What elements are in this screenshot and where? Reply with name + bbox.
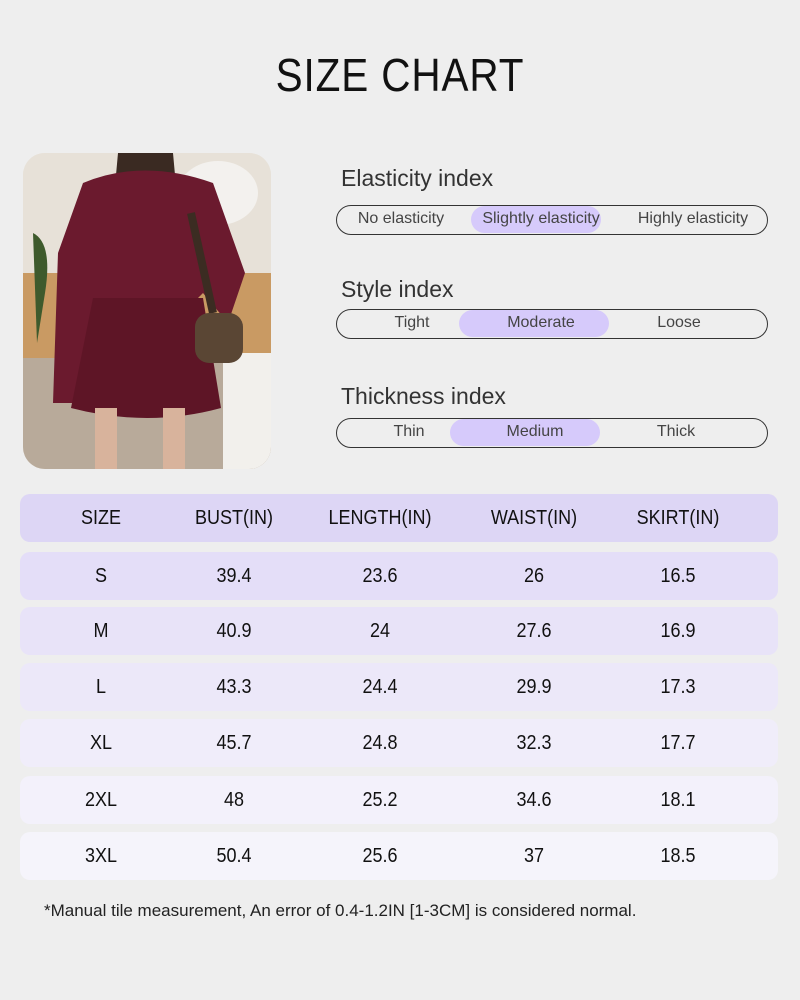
style-selected-highlight bbox=[459, 310, 609, 337]
thickness-selected-highlight bbox=[450, 419, 600, 446]
thickness-option: Thin bbox=[393, 423, 425, 440]
measurement-cell: 25.6 bbox=[362, 845, 398, 867]
measurement-cell: 27.6 bbox=[516, 620, 552, 642]
header-cell: SIZE bbox=[80, 507, 122, 529]
header-cell: LENGTH(IN) bbox=[328, 507, 432, 529]
size-cell: 3XL bbox=[84, 845, 118, 867]
table-row: 3XL 50.4 25.6 37 18.5 bbox=[20, 832, 778, 880]
size-cell: S bbox=[94, 565, 108, 587]
measurement-cell: 50.4 bbox=[216, 845, 252, 867]
measurement-cell: 18.5 bbox=[660, 845, 696, 867]
elasticity-selected-highlight bbox=[471, 206, 601, 233]
page-title: SIZE CHART bbox=[275, 49, 525, 101]
table-row: S 39.4 23.6 26 16.5 bbox=[20, 552, 778, 600]
thickness-option: Thick bbox=[656, 423, 696, 440]
elasticity-index-scale: No elasticity Slightly elasticity Highly… bbox=[336, 205, 768, 235]
measurement-cell: 17.3 bbox=[660, 676, 696, 698]
measurement-cell: 23.6 bbox=[362, 565, 398, 587]
elasticity-option: Highly elasticity bbox=[637, 210, 749, 227]
size-cell: L bbox=[95, 676, 107, 698]
elasticity-index-title: Elasticity index bbox=[341, 165, 494, 191]
table-row: XL 45.7 24.8 32.3 17.7 bbox=[20, 719, 778, 767]
measurement-cell: 48 bbox=[223, 789, 245, 811]
measurement-cell: 43.3 bbox=[216, 676, 252, 698]
style-option: Tight bbox=[394, 314, 430, 331]
measurement-cell: 29.9 bbox=[516, 676, 552, 698]
thickness-index-scale: Thin Medium Thick bbox=[336, 418, 768, 448]
measurement-cell: 26 bbox=[523, 565, 545, 587]
measurement-note: *Manual tile measurement, An error of 0.… bbox=[44, 901, 637, 920]
table-row: L 43.3 24.4 29.9 17.3 bbox=[20, 663, 778, 711]
table-row: 2XL 48 25.2 34.6 18.1 bbox=[20, 776, 778, 824]
style-index-title: Style index bbox=[341, 276, 454, 302]
elasticity-option: No elasticity bbox=[357, 210, 445, 227]
header-cell: WAIST(IN) bbox=[490, 507, 578, 529]
header-cell: BUST(IN) bbox=[194, 507, 274, 529]
measurement-cell: 16.9 bbox=[660, 620, 696, 642]
measurement-cell: 39.4 bbox=[216, 565, 252, 587]
measurement-cell: 40.9 bbox=[216, 620, 252, 642]
measurement-cell: 24.4 bbox=[362, 676, 398, 698]
measurement-cell: 34.6 bbox=[516, 789, 552, 811]
measurement-cell: 16.5 bbox=[660, 565, 696, 587]
measurement-cell: 17.7 bbox=[660, 732, 696, 754]
measurement-cell: 18.1 bbox=[660, 789, 696, 811]
size-cell: M bbox=[93, 620, 109, 642]
elasticity-option-selected: Slightly elasticity bbox=[482, 210, 600, 227]
table-row: M 40.9 24 27.6 16.9 bbox=[20, 607, 778, 655]
thickness-option-selected: Medium bbox=[506, 423, 564, 440]
header-cell: SKIRT(IN) bbox=[636, 507, 720, 529]
measurement-cell: 24.8 bbox=[362, 732, 398, 754]
table-header-row: SIZE BUST(IN) LENGTH(IN) WAIST(IN) SKIRT… bbox=[20, 494, 778, 542]
product-photo bbox=[23, 153, 271, 469]
measurement-cell: 25.2 bbox=[362, 789, 398, 811]
measurement-cell: 24 bbox=[369, 620, 391, 642]
style-option-selected: Moderate bbox=[507, 314, 575, 331]
size-cell: 2XL bbox=[84, 789, 118, 811]
thickness-index-title: Thickness index bbox=[341, 383, 506, 409]
measurement-cell: 32.3 bbox=[516, 732, 552, 754]
size-cell: XL bbox=[89, 732, 113, 754]
measurement-cell: 45.7 bbox=[216, 732, 252, 754]
style-option: Loose bbox=[657, 314, 701, 331]
measurement-cell: 37 bbox=[523, 845, 545, 867]
style-index-scale: Tight Moderate Loose bbox=[336, 309, 768, 339]
